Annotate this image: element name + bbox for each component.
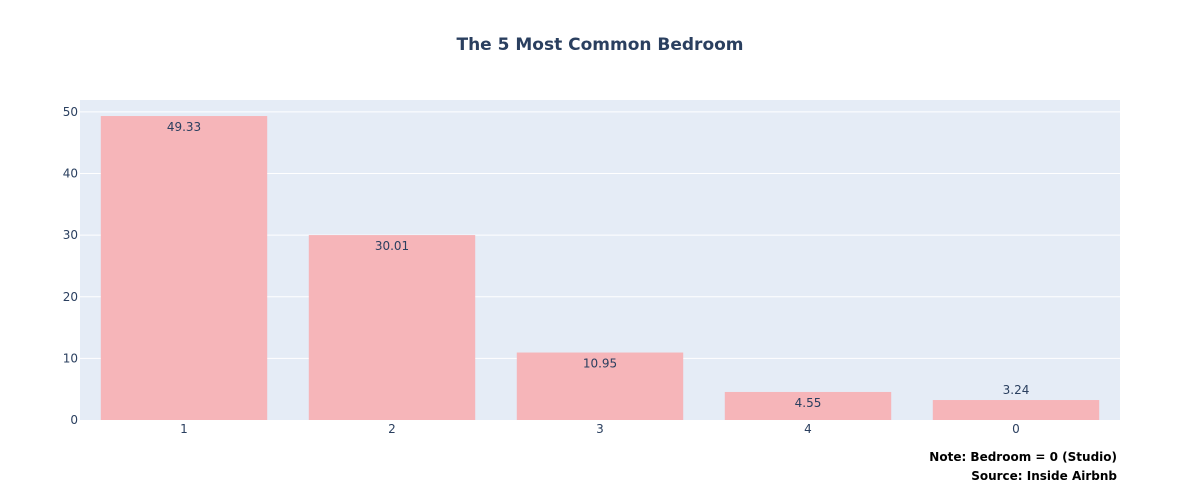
data-label: 10.95 [583,357,617,371]
bar-4[interactable] [724,391,892,420]
note-annotation: Note: Bedroom = 0 (Studio) [929,450,1117,464]
data-label: 49.33 [167,120,201,134]
bars [100,116,1100,420]
x-axis-ticks: 1 2 3 4 0 [180,422,1020,436]
bar-2[interactable] [308,235,476,420]
bar-3[interactable] [516,352,684,420]
data-labels: 49.33 30.01 10.95 4.55 3.24 [167,120,1030,410]
y-axis-ticks: 0 10 20 30 40 50 [63,105,78,427]
source-annotation: Source: Inside Airbnb [971,469,1117,483]
y-tick-label: 10 [63,351,78,365]
bar-0[interactable] [932,400,1100,420]
data-label: 4.55 [795,396,822,410]
y-tick-label: 0 [70,413,78,427]
x-tick-label: 0 [1012,422,1020,436]
x-tick-label: 2 [388,422,396,436]
data-label: 3.24 [1003,383,1030,397]
y-tick-label: 50 [63,105,78,119]
y-tick-label: 40 [63,167,78,181]
bar-1[interactable] [100,116,268,420]
chart-title: The 5 Most Common Bedroom [456,35,743,55]
x-tick-label: 1 [180,422,188,436]
x-tick-label: 4 [804,422,812,436]
x-tick-label: 3 [596,422,604,436]
y-tick-label: 20 [63,290,78,304]
data-label: 30.01 [375,239,409,253]
y-tick-label: 30 [63,228,78,242]
